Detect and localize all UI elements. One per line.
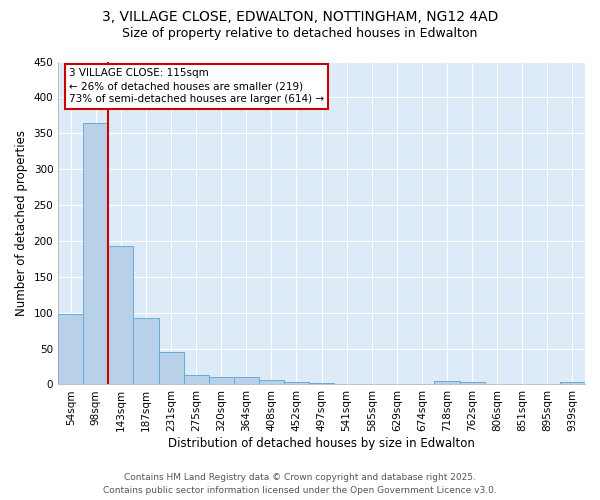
Text: Contains HM Land Registry data © Crown copyright and database right 2025.
Contai: Contains HM Land Registry data © Crown c… xyxy=(103,474,497,495)
Bar xyxy=(133,318,158,384)
Bar xyxy=(234,378,259,384)
Bar xyxy=(209,378,234,384)
Y-axis label: Number of detached properties: Number of detached properties xyxy=(15,130,28,316)
Bar xyxy=(560,382,585,384)
Text: Size of property relative to detached houses in Edwalton: Size of property relative to detached ho… xyxy=(122,28,478,40)
Bar xyxy=(460,382,485,384)
Text: 3 VILLAGE CLOSE: 115sqm
← 26% of detached houses are smaller (219)
73% of semi-d: 3 VILLAGE CLOSE: 115sqm ← 26% of detache… xyxy=(69,68,324,104)
X-axis label: Distribution of detached houses by size in Edwalton: Distribution of detached houses by size … xyxy=(168,437,475,450)
Bar xyxy=(158,352,184,384)
Bar xyxy=(434,381,460,384)
Bar xyxy=(184,375,209,384)
Bar xyxy=(83,122,109,384)
Bar xyxy=(284,382,309,384)
Bar xyxy=(109,246,133,384)
Bar xyxy=(259,380,284,384)
Text: 3, VILLAGE CLOSE, EDWALTON, NOTTINGHAM, NG12 4AD: 3, VILLAGE CLOSE, EDWALTON, NOTTINGHAM, … xyxy=(102,10,498,24)
Bar xyxy=(58,314,83,384)
Bar xyxy=(309,383,334,384)
